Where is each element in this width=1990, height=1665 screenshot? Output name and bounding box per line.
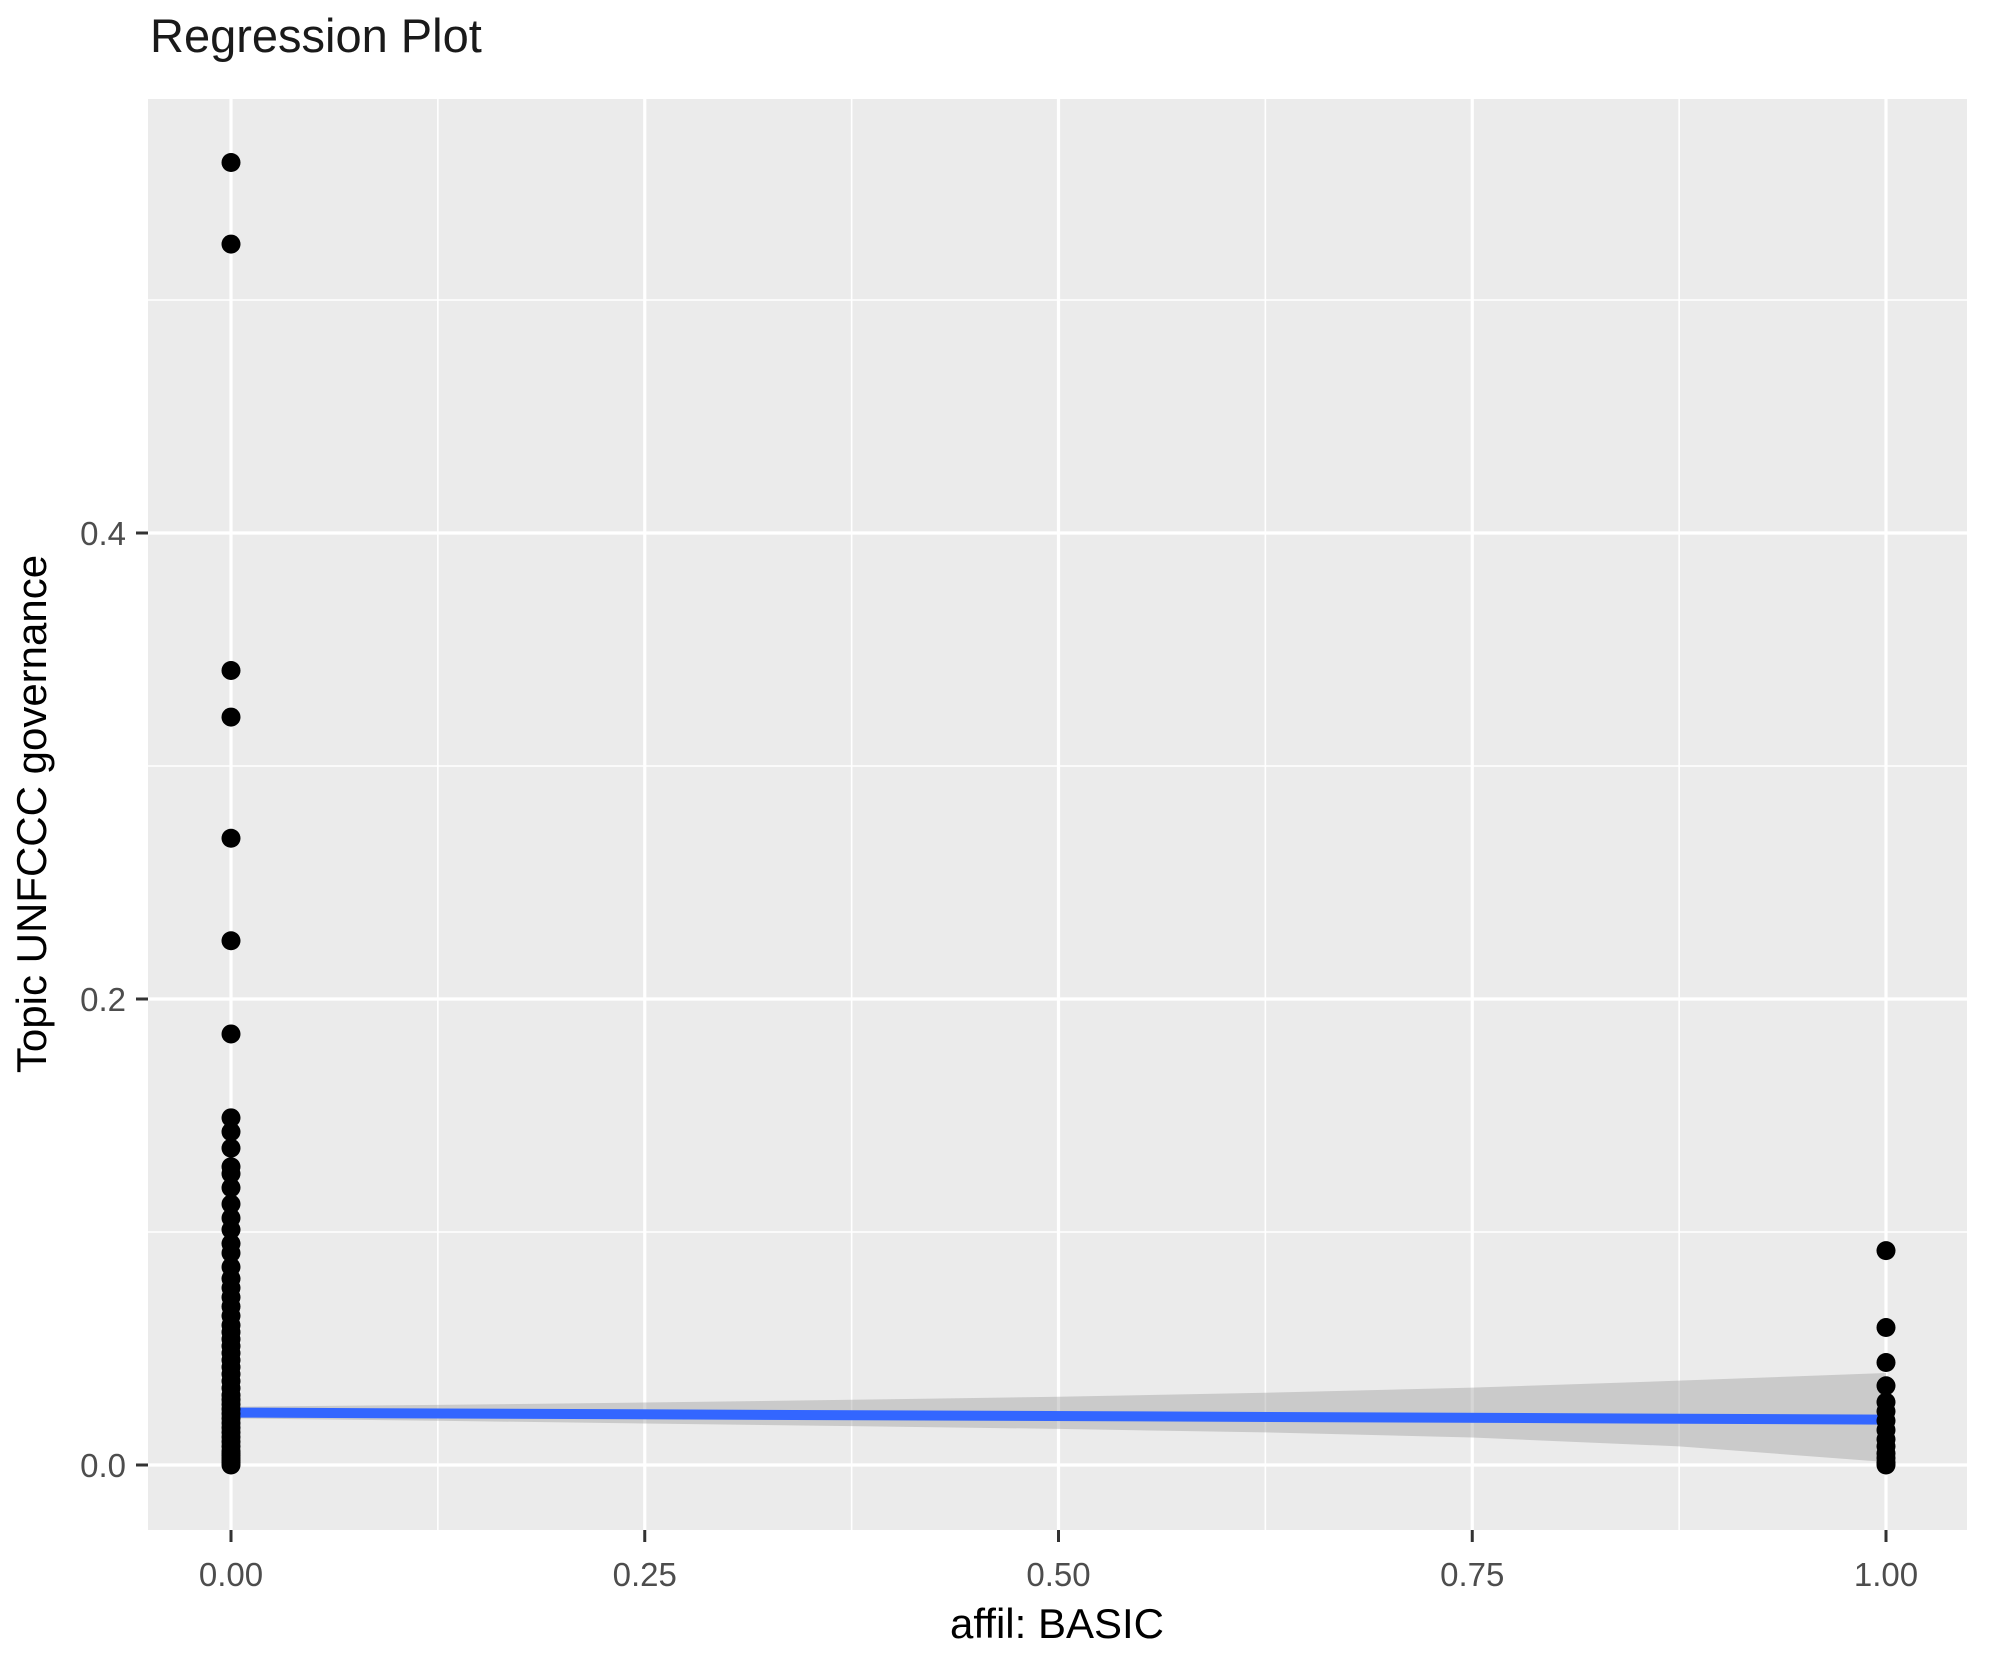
data-point [221, 1178, 241, 1198]
data-point [221, 1138, 241, 1158]
data-point [1876, 1241, 1896, 1261]
y-tick-label: 0.4 [80, 515, 126, 552]
y-axis-title: Topic UNFCCC governance [8, 555, 55, 1073]
x-tick-label: 0.00 [199, 1556, 263, 1593]
x-tick-label: 0.50 [1026, 1556, 1090, 1593]
data-point [221, 660, 241, 680]
data-point [221, 1108, 241, 1128]
data-point [1876, 1376, 1896, 1396]
regression-line [230, 1407, 1887, 1425]
data-point [221, 234, 241, 254]
x-tick-label: 0.75 [1440, 1556, 1504, 1593]
axis-tick-marks [136, 531, 1888, 1542]
data-point [221, 153, 241, 173]
data-point [221, 828, 241, 848]
x-tick-label: 1.00 [1854, 1556, 1918, 1593]
data-point [221, 1194, 241, 1214]
x-tick-label: 0.25 [613, 1556, 677, 1593]
data-point [221, 931, 241, 951]
plot-title: Regression Plot [150, 9, 482, 62]
y-tick-label: 0.0 [80, 1447, 126, 1484]
y-tick-label: 0.2 [80, 981, 126, 1018]
data-point [221, 1243, 241, 1263]
data-point [221, 1122, 241, 1142]
data-point [221, 1164, 241, 1184]
major-gridlines [148, 99, 1967, 1530]
x-axis-title: affil: BASIC [950, 1600, 1164, 1647]
data-point [1876, 1455, 1896, 1475]
data-point [221, 1024, 241, 1044]
data-point [221, 1455, 241, 1475]
x-axis-tick-labels: 0.00 0.25 0.50 0.75 1.00 [199, 1556, 1918, 1593]
data-point [221, 1220, 241, 1240]
data-point [221, 707, 241, 727]
data-point [1876, 1352, 1896, 1372]
data-point [1876, 1318, 1896, 1338]
data-points [221, 153, 1896, 1475]
y-axis-tick-labels: 0.0 0.2 0.4 [80, 515, 126, 1484]
